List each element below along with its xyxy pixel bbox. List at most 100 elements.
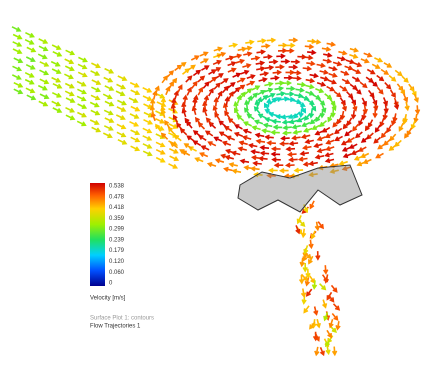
arrow bbox=[293, 136, 301, 140]
arrow bbox=[405, 102, 409, 110]
arrow bbox=[290, 158, 298, 162]
arrow bbox=[328, 80, 335, 84]
arrow bbox=[287, 147, 295, 151]
arrow bbox=[260, 72, 268, 76]
arrow bbox=[352, 77, 359, 81]
legend-label: 0.359 bbox=[109, 216, 125, 222]
arrow bbox=[385, 139, 391, 144]
arrow bbox=[273, 120, 281, 124]
arrow bbox=[188, 66, 195, 71]
arrow bbox=[374, 58, 381, 62]
arrow bbox=[389, 76, 395, 81]
arrow bbox=[105, 69, 113, 73]
arrow bbox=[359, 117, 363, 124]
arrow bbox=[241, 71, 249, 75]
arrow bbox=[228, 68, 235, 72]
arrow bbox=[303, 123, 310, 127]
arrow bbox=[306, 91, 314, 95]
arrow bbox=[261, 44, 269, 48]
arrow bbox=[245, 89, 251, 94]
arrow bbox=[40, 79, 48, 83]
arrow bbox=[284, 76, 292, 80]
arrow bbox=[143, 151, 151, 155]
arrow bbox=[27, 95, 35, 99]
arrow bbox=[310, 201, 314, 208]
arrow bbox=[302, 135, 310, 139]
arrow bbox=[65, 84, 73, 88]
arrow bbox=[315, 347, 319, 355]
arrow bbox=[268, 141, 276, 145]
arrow bbox=[204, 96, 208, 104]
arrow bbox=[356, 132, 362, 137]
arrow bbox=[248, 97, 252, 104]
arrow bbox=[175, 136, 181, 141]
arrow bbox=[174, 92, 178, 100]
arrow bbox=[338, 51, 346, 55]
arrow bbox=[52, 69, 60, 73]
arrow bbox=[193, 107, 197, 115]
arrow bbox=[327, 330, 331, 337]
arrow bbox=[300, 157, 308, 161]
arrow bbox=[323, 53, 331, 57]
arrow bbox=[360, 82, 366, 87]
arrow bbox=[242, 64, 250, 68]
arrow bbox=[326, 159, 334, 163]
arrow bbox=[259, 78, 267, 82]
arrow bbox=[390, 134, 395, 140]
arrow bbox=[259, 114, 266, 118]
arrow bbox=[346, 60, 354, 64]
arrow bbox=[290, 142, 298, 146]
arrow bbox=[332, 285, 337, 291]
arrow bbox=[337, 57, 345, 61]
arrow bbox=[276, 92, 284, 96]
arrow bbox=[233, 169, 241, 173]
arrow bbox=[13, 66, 21, 70]
arrow bbox=[209, 142, 216, 146]
arrow bbox=[379, 144, 386, 149]
arrow bbox=[304, 245, 308, 253]
arrow bbox=[278, 49, 286, 53]
arrow bbox=[156, 150, 164, 154]
arrow bbox=[25, 40, 33, 44]
arrow bbox=[25, 80, 33, 84]
arrow bbox=[323, 300, 327, 308]
arrow bbox=[384, 63, 391, 67]
arrow bbox=[170, 156, 178, 160]
arrow bbox=[187, 88, 191, 95]
arrow bbox=[104, 78, 112, 82]
arrow bbox=[169, 164, 177, 168]
arrow bbox=[213, 61, 220, 65]
legend-label: 0.179 bbox=[109, 248, 125, 254]
arrow bbox=[358, 162, 365, 166]
arrow bbox=[294, 130, 302, 134]
arrow bbox=[402, 76, 408, 82]
arrow bbox=[375, 137, 381, 142]
arrow bbox=[177, 124, 182, 130]
arrow bbox=[198, 77, 204, 82]
legend-label: 0.538 bbox=[109, 184, 125, 190]
arrow bbox=[255, 120, 263, 124]
arrow bbox=[309, 240, 313, 248]
arrow bbox=[91, 95, 99, 99]
flow-visualization: 0.5380.4780.4180.3590.2990.2390.1790.120… bbox=[0, 0, 432, 365]
arrow bbox=[371, 81, 377, 86]
arrow bbox=[91, 110, 99, 114]
arrow bbox=[293, 125, 301, 129]
arrow bbox=[323, 59, 331, 63]
arrow bbox=[315, 144, 323, 148]
arrow bbox=[130, 114, 138, 118]
arrow bbox=[252, 86, 259, 90]
arrow bbox=[131, 107, 139, 111]
arrow bbox=[26, 65, 34, 69]
arrow bbox=[301, 151, 309, 155]
arrow bbox=[263, 55, 271, 59]
arrow bbox=[66, 98, 74, 102]
arrow bbox=[350, 48, 358, 52]
arrow bbox=[285, 92, 293, 96]
arrow bbox=[283, 120, 291, 124]
arrow bbox=[237, 79, 244, 83]
arrow bbox=[225, 127, 232, 131]
arrow bbox=[272, 130, 280, 134]
arrow bbox=[286, 87, 294, 91]
arrow bbox=[326, 153, 334, 157]
